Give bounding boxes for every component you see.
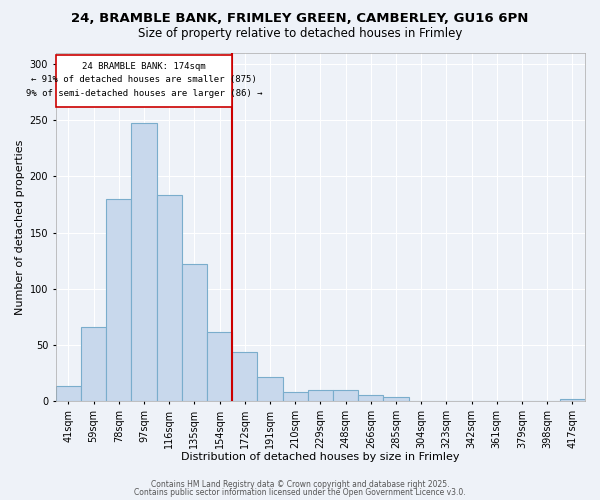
FancyBboxPatch shape	[56, 55, 232, 106]
Bar	[560, 399, 585, 402]
Bar	[81, 327, 106, 402]
Bar	[308, 390, 333, 402]
Bar	[207, 332, 232, 402]
X-axis label: Distribution of detached houses by size in Frimley: Distribution of detached houses by size …	[181, 452, 460, 462]
Bar	[131, 124, 157, 402]
Text: ← 91% of detached houses are smaller (875): ← 91% of detached houses are smaller (87…	[31, 75, 257, 84]
Text: 24 BRAMBLE BANK: 174sqm: 24 BRAMBLE BANK: 174sqm	[82, 62, 206, 70]
Bar	[182, 264, 207, 402]
Bar	[383, 397, 409, 402]
Bar	[56, 386, 81, 402]
Text: Contains public sector information licensed under the Open Government Licence v3: Contains public sector information licen…	[134, 488, 466, 497]
Bar	[283, 392, 308, 402]
Text: 24, BRAMBLE BANK, FRIMLEY GREEN, CAMBERLEY, GU16 6PN: 24, BRAMBLE BANK, FRIMLEY GREEN, CAMBERL…	[71, 12, 529, 26]
Y-axis label: Number of detached properties: Number of detached properties	[16, 139, 25, 314]
Bar	[232, 352, 257, 402]
Text: 9% of semi-detached houses are larger (86) →: 9% of semi-detached houses are larger (8…	[26, 88, 262, 98]
Bar	[157, 196, 182, 402]
Text: Contains HM Land Registry data © Crown copyright and database right 2025.: Contains HM Land Registry data © Crown c…	[151, 480, 449, 489]
Bar	[106, 199, 131, 402]
Bar	[333, 390, 358, 402]
Bar	[358, 394, 383, 402]
Text: Size of property relative to detached houses in Frimley: Size of property relative to detached ho…	[138, 28, 462, 40]
Bar	[257, 376, 283, 402]
